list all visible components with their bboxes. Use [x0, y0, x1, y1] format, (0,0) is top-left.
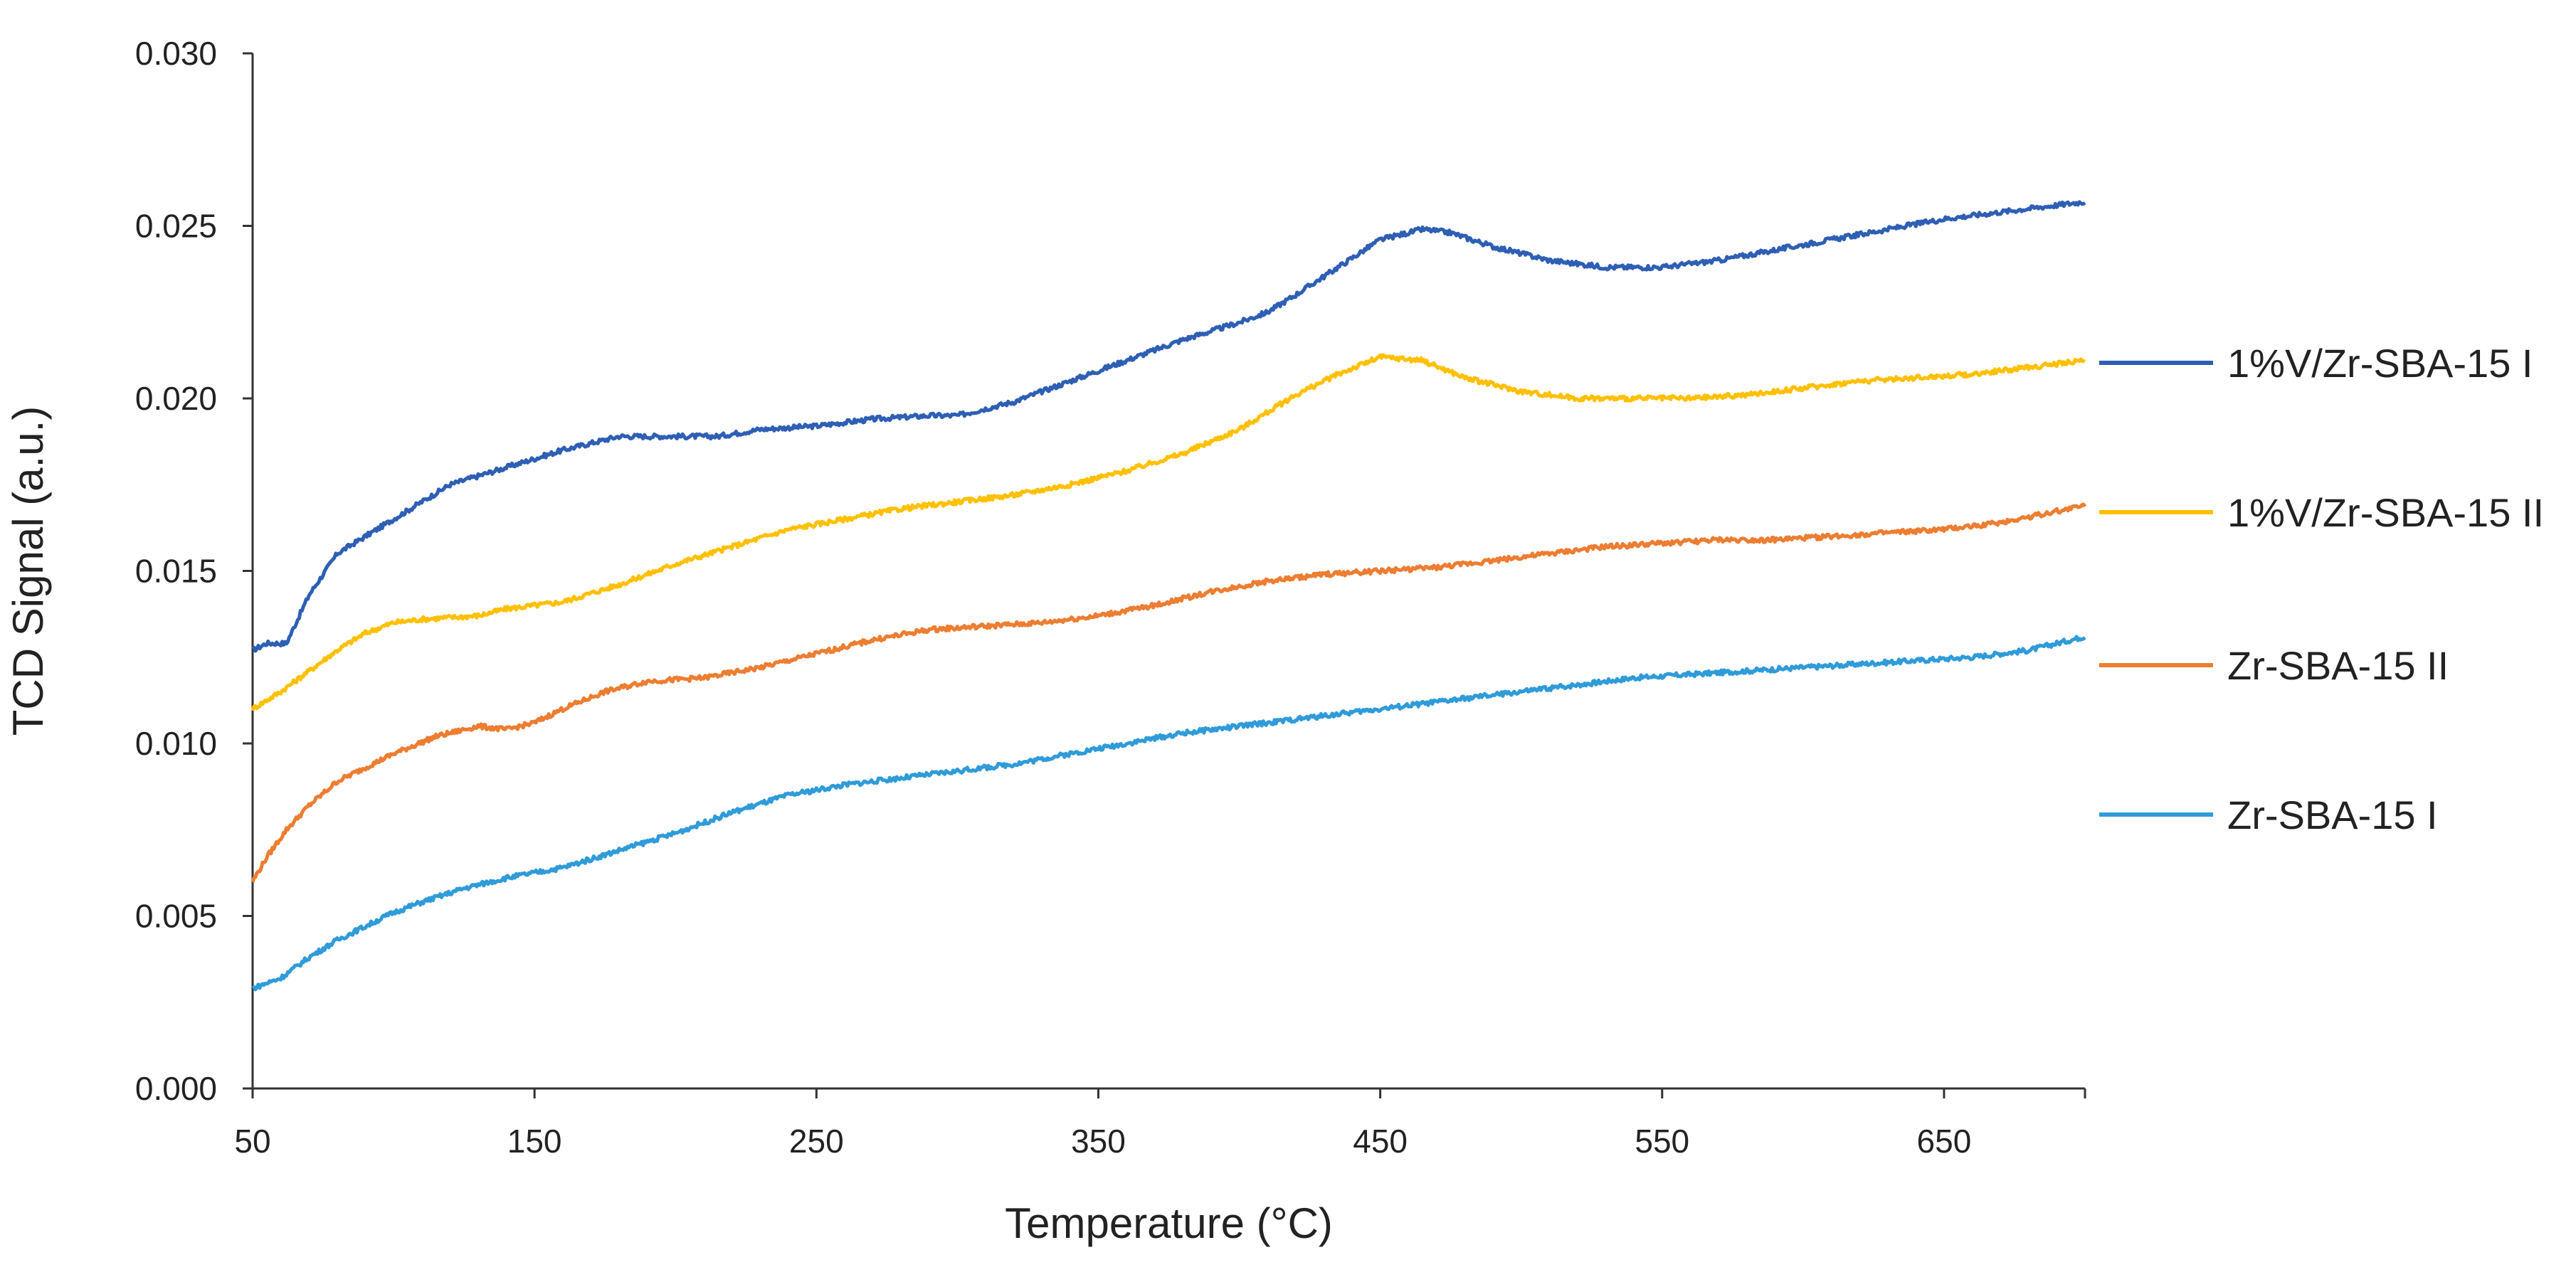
legend-item-zr-sba-15-i: Zr-SBA-15 I [2099, 793, 2438, 837]
legend-label: Zr-SBA-15 I [2227, 793, 2438, 837]
y-tick-label: 0.005 [135, 898, 217, 935]
series-line-1pctv-zr-sba-15-i [251, 200, 2086, 653]
x-tick-label: 650 [1917, 1123, 1972, 1160]
x-tick-label: 150 [507, 1123, 562, 1160]
x-axis-title: Temperature (°C) [1005, 1199, 1333, 1247]
legend-label: 1%V/Zr-SBA-15 II [2227, 490, 2544, 535]
series-line-zr-sba-15-ii [250, 502, 2087, 883]
legend-item-zr-sba-15-ii: Zr-SBA-15 II [2099, 643, 2449, 688]
y-tick-label: 0.010 [135, 725, 217, 762]
x-tick-label: 550 [1635, 1123, 1689, 1160]
x-tick-label: 350 [1071, 1123, 1126, 1160]
legend-item-1pctv-zr-sba-15-i: 1%V/Zr-SBA-15 I [2099, 341, 2533, 386]
legend-item-1pctv-zr-sba-15-ii: 1%V/Zr-SBA-15 II [2099, 490, 2544, 535]
y-tick-label: 0.000 [135, 1070, 217, 1107]
legend-label: Zr-SBA-15 II [2227, 643, 2449, 688]
x-tick-label: 50 [234, 1123, 270, 1160]
series-lines [250, 200, 2087, 992]
axes: 50 150 250 350 450 550 650 0.000 0.005 0.010 0.01… [135, 35, 2086, 1160]
series-line-zr-sba-15-i [251, 635, 2086, 992]
legend-label: 1%V/Zr-SBA-15 I [2227, 341, 2533, 386]
x-axis-ticks: 50 150 250 350 450 550 650 [234, 1088, 2086, 1160]
y-tick-label: 0.015 [135, 553, 217, 590]
series-line-1pctv-zr-sba-15-ii [250, 353, 2086, 711]
y-tick-label: 0.020 [135, 380, 217, 417]
y-axis-title: TCD Signal (a.u.) [4, 406, 52, 736]
y-tick-label: 0.025 [135, 208, 217, 245]
y-axis-ticks: 0.000 0.005 0.010 0.015 0.020 0.025 0.030 [135, 35, 253, 1107]
x-tick-label: 250 [789, 1123, 844, 1160]
x-tick-label: 450 [1353, 1123, 1408, 1160]
legend: 1%V/Zr-SBA-15 I 1%V/Zr-SBA-15 II Zr-SBA-15… [2099, 341, 2544, 837]
y-tick-label: 0.030 [135, 35, 217, 72]
